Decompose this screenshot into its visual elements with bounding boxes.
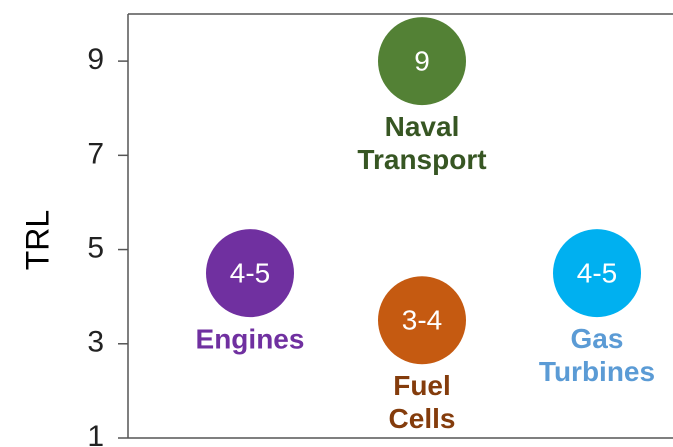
bubble-label: 3-4: [402, 305, 442, 336]
category-label: Fuel Cells: [389, 371, 456, 435]
bubble-label: 9: [414, 46, 430, 77]
category-label-line: Naval: [385, 112, 460, 143]
category-label-line: Cells: [389, 404, 456, 435]
category-label-line: Gas: [571, 324, 624, 355]
y-tick-label: 1: [87, 420, 104, 447]
bubble: [378, 276, 466, 365]
category-label: Gas Turbines: [539, 324, 655, 388]
category-label: Engines: [196, 324, 305, 355]
y-tick-label: 9: [87, 43, 104, 76]
category-label: Naval Transport: [357, 112, 486, 176]
bubble-label: 4-5: [577, 258, 617, 289]
category-label-line: Transport: [357, 145, 486, 176]
category-label-line: Fuel: [393, 371, 451, 402]
y-axis-label: TRL: [19, 210, 55, 270]
y-tick-label: 7: [87, 137, 104, 170]
y-tick-label: 5: [87, 231, 104, 264]
bubble: [553, 229, 641, 318]
bubble: [378, 17, 466, 106]
bubble: [206, 229, 294, 318]
category-label-line: Turbines: [539, 357, 655, 388]
y-tick-label: 3: [87, 326, 104, 359]
bubble-label: 4-5: [230, 258, 270, 289]
